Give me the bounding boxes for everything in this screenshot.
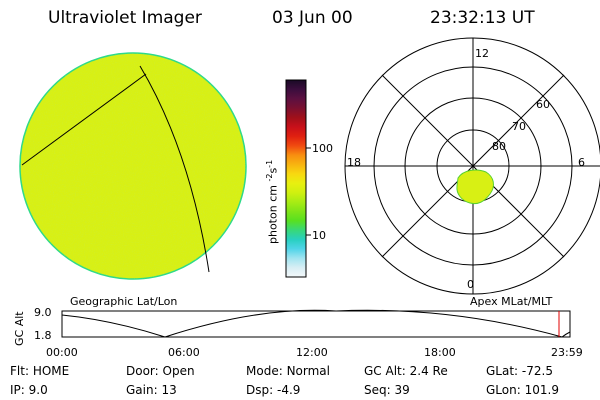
altitude-y-top: 9.0 [34,306,52,319]
mlt-label-6: 6 [578,156,585,169]
colorbar-strip [285,79,307,278]
altitude-x-tick: 00:00 [46,346,78,359]
observation-time: 23:32:13 UT [430,8,535,28]
status-field: GC Alt: 2.4 Re [364,364,448,378]
geo-meridian-line [139,65,210,273]
polar-plot [344,37,600,295]
status-field: GLat: -72.5 [486,364,553,378]
status-field: Door: Open [126,364,195,378]
status-field: Flt: HOME [10,364,70,378]
altitude-y-bottom: 1.8 [34,329,52,342]
caption-geographic: Geographic Lat/Lon [70,295,178,308]
altitude-x-tick: 12:00 [296,346,328,359]
altitude-plot [61,309,571,338]
disk-texture [20,53,246,279]
status-field: Gain: 13 [126,383,177,397]
polar-diagonal-2 [381,74,565,258]
altitude-x-tick: 18:00 [424,346,456,359]
mlt-label-12: 12 [475,47,489,60]
observation-date: 03 Jun 00 [272,8,353,28]
colorbar [285,79,311,278]
status-field: Dsp: -4.9 [246,383,301,397]
instrument-title: Ultraviolet Imager [48,8,202,28]
mlt-label-18: 18 [347,156,361,169]
lat-label-70: 70 [512,120,526,133]
altitude-x-tick: 06:00 [168,346,200,359]
lat-label-80: 80 [492,140,506,153]
colorbar-label-10: 10 [312,229,326,242]
colorbar-label-100: 100 [312,142,333,155]
lat-label-60: 60 [536,98,550,111]
status-field: IP: 9.0 [10,383,48,397]
auroral-oval [456,169,494,205]
caption-apex: Apex MLat/MLT [470,295,553,308]
altitude-x-tick: 23:59 [551,346,583,359]
colorbar-unit-label: photon cm -2s-1 [265,159,280,244]
altitude-frame [61,310,571,338]
geographic-image [19,52,247,280]
geo-grid-line [21,73,147,166]
altitude-curve [61,309,571,338]
status-field: Seq: 39 [364,383,410,397]
mlt-label-0: 0 [467,278,474,291]
altitude-axis-label: GC Alt [13,311,26,346]
status-field: Mode: Normal [246,364,330,378]
status-field: GLon: 101.9 [486,383,559,397]
